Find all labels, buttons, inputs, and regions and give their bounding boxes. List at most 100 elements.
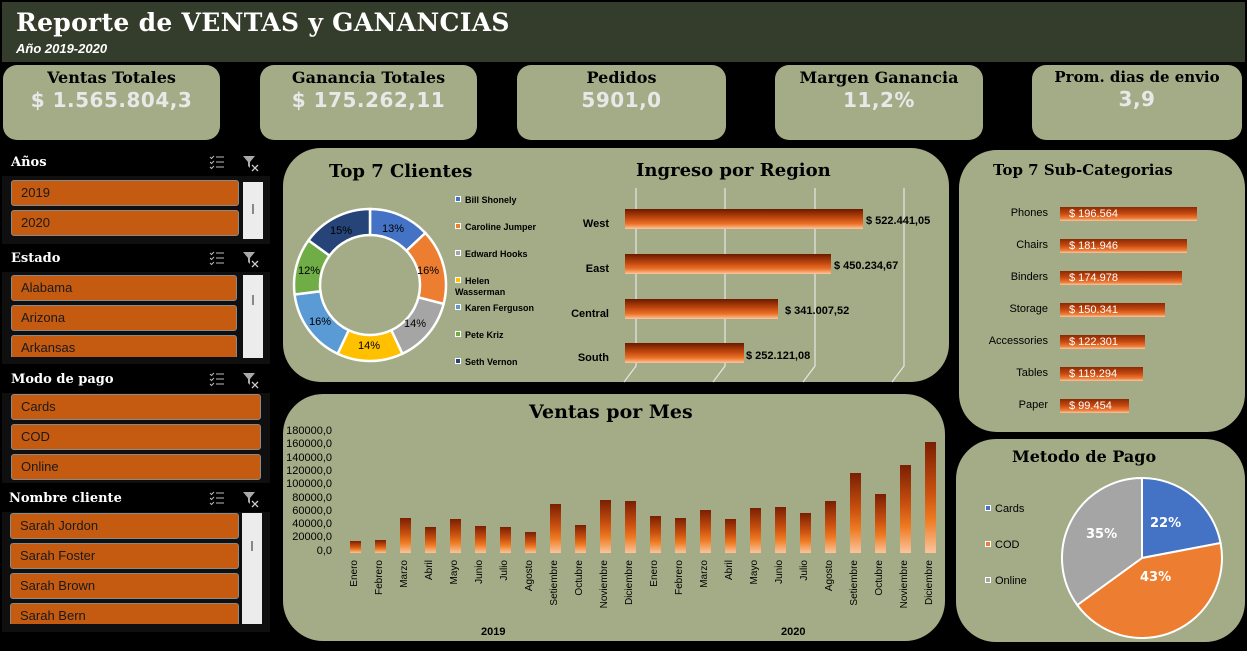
month-bar[interactable] <box>650 516 661 553</box>
region-value: $ 522.441,05 <box>866 215 931 227</box>
month-bar[interactable] <box>750 508 761 553</box>
x-tick: Febrero <box>374 560 385 596</box>
month-bar[interactable] <box>425 527 436 553</box>
month-bar[interactable] <box>525 532 536 553</box>
month-bar[interactable] <box>375 540 386 553</box>
x-tick: Marzo <box>399 560 410 588</box>
donut-label: 14% <box>404 318 427 330</box>
slice-cards[interactable] <box>1141 476 1222 560</box>
x-tick: Junio <box>474 560 485 584</box>
slicer-item[interactable]: Sarah Jordon <box>10 513 239 539</box>
legend-label: Pete Kriz <box>465 330 504 340</box>
slicer-item[interactable]: Sarah Brown <box>10 573 239 599</box>
kpi-pedidos: Pedidos 5901,0 <box>517 65 726 140</box>
month-bar[interactable] <box>800 513 811 553</box>
month-bar[interactable] <box>550 504 561 553</box>
y-tick: 60000,0 <box>292 504 332 517</box>
slicer-scrollbar[interactable] <box>242 513 262 624</box>
pie-chart-metodo-pago <box>1061 476 1223 639</box>
region-bar-west[interactable] <box>625 209 863 229</box>
slice-seth-vernon[interactable] <box>306 207 372 258</box>
region-bar-central[interactable] <box>625 299 778 319</box>
slicer-header: Modo de pago <box>2 365 270 393</box>
subcat-bar[interactable]: $ 181.946 <box>1060 239 1187 253</box>
x-tick: Agosto <box>524 560 535 592</box>
multi-select-icon[interactable] <box>209 371 225 387</box>
slicer-scrollbar[interactable] <box>243 275 263 358</box>
month-bar[interactable] <box>700 510 711 553</box>
subcat-bar[interactable]: $ 174.978 <box>1060 271 1182 285</box>
month-bar[interactable] <box>450 519 461 553</box>
legend-swatch <box>455 196 461 202</box>
month-bar[interactable] <box>350 541 361 553</box>
subcat-label: Accessories <box>988 335 1048 347</box>
slice-online[interactable] <box>1061 476 1143 607</box>
month-bar[interactable] <box>675 518 686 553</box>
slicer-title: Nombre cliente <box>9 491 122 506</box>
x-tick: Febrero <box>674 560 685 596</box>
slicer-item[interactable]: Sarah Bern <box>10 603 239 624</box>
scrollbar-thumb[interactable] <box>252 204 254 214</box>
slicer-scrollbar[interactable] <box>243 182 263 239</box>
month-bar[interactable] <box>400 518 411 553</box>
slicer-header: Estado <box>2 244 270 272</box>
slicer-item[interactable]: 2019 <box>11 180 239 206</box>
month-bar[interactable] <box>850 473 861 553</box>
slicer-header: Nombre cliente <box>2 484 270 512</box>
subcat-label: Phones <box>1010 207 1048 219</box>
chart-title-ventas-mes: Ventas por Mes <box>529 401 693 423</box>
clear-filter-icon[interactable] <box>242 490 260 508</box>
clear-filter-icon[interactable] <box>242 154 260 172</box>
multi-select-icon[interactable] <box>209 154 225 170</box>
scrollbar-thumb[interactable] <box>251 541 253 551</box>
x-tick: Octubre <box>874 560 885 596</box>
slicer-item[interactable]: COD <box>11 424 261 450</box>
clear-filter-icon[interactable] <box>242 250 260 268</box>
multi-select-icon[interactable] <box>209 490 225 506</box>
slicer-item[interactable]: Cards <box>11 394 261 420</box>
x-tick: Setiembre <box>849 560 860 606</box>
slice-cod[interactable] <box>1075 541 1223 639</box>
x-tick: Noviembre <box>899 560 910 609</box>
slicer-title: Años <box>11 155 47 170</box>
slicer-nombre-cliente: Nombre cliente Sarah Jordon Sarah Foster… <box>2 484 270 632</box>
month-bar[interactable] <box>825 501 836 553</box>
legend-item: Seth Vernon <box>455 357 518 368</box>
region-value: $ 450.234,67 <box>834 260 899 272</box>
slicer-item[interactable]: Alabama <box>11 275 237 301</box>
clear-filter-icon[interactable] <box>242 371 260 389</box>
month-bar[interactable] <box>900 465 911 553</box>
legend-label: Cards <box>995 503 1025 515</box>
month-bar[interactable] <box>625 501 636 553</box>
legend-swatch <box>985 577 991 583</box>
multi-select-icon[interactable] <box>209 250 225 266</box>
x-tick: Octubre <box>574 560 585 596</box>
month-bar[interactable] <box>475 526 486 553</box>
month-bar[interactable] <box>500 527 511 553</box>
subcat-bar[interactable]: $ 196.564 <box>1060 207 1197 221</box>
month-bar[interactable] <box>575 525 586 553</box>
region-value: $ 252.121,08 <box>746 350 811 362</box>
month-bar[interactable] <box>600 500 611 553</box>
legend-swatch <box>455 277 461 283</box>
subcat-bar[interactable]: $ 99.454 <box>1060 399 1129 413</box>
month-bar[interactable] <box>875 494 886 553</box>
year-group-label: 2020 <box>781 626 806 638</box>
month-bar[interactable] <box>925 442 936 553</box>
donut-label: 16% <box>417 265 440 277</box>
subcat-bar[interactable]: $ 119.294 <box>1060 367 1143 381</box>
slicer-item[interactable]: 2020 <box>11 210 239 236</box>
slicer-item[interactable]: Arizona <box>11 305 237 331</box>
subcat-label: Paper <box>1018 399 1048 411</box>
slicer-item[interactable]: Sarah Foster <box>10 543 239 569</box>
slicer-item[interactable]: Arkansas <box>11 335 237 357</box>
region-bar-south[interactable] <box>625 343 744 363</box>
slicer-item[interactable]: Online <box>11 454 261 480</box>
month-bar[interactable] <box>775 507 786 553</box>
legend-label: Caroline Jumper <box>465 222 537 232</box>
region-bar-east[interactable] <box>625 254 831 274</box>
month-bar[interactable] <box>725 519 736 553</box>
scrollbar-thumb[interactable] <box>252 295 254 305</box>
subcat-bar[interactable]: $ 150.341 <box>1060 303 1165 317</box>
subcat-bar[interactable]: $ 122.301 <box>1060 335 1145 349</box>
